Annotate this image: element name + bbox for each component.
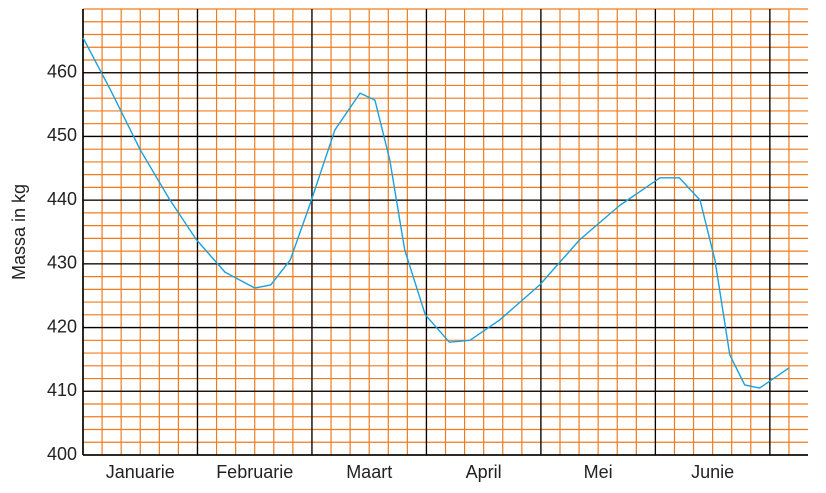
data-line	[82, 37, 790, 389]
y-tick-label: 450	[47, 125, 77, 145]
x-tick-label: Januarie	[106, 462, 175, 482]
y-tick-label: 460	[47, 61, 77, 81]
x-tick-label: Mei	[584, 462, 613, 482]
y-tick-label: 430	[47, 253, 77, 273]
y-tick-label: 420	[47, 316, 77, 336]
x-tick-label: Junie	[691, 462, 734, 482]
y-tick-label: 410	[47, 380, 77, 400]
x-tick-label: Februarie	[216, 462, 293, 482]
y-tick-label: 440	[47, 189, 77, 209]
x-tick-label: April	[466, 462, 502, 482]
y-axis-label: Massa in kg	[9, 184, 29, 280]
x-tick-label: Maart	[346, 462, 392, 482]
y-tick-label: 400	[47, 444, 77, 464]
